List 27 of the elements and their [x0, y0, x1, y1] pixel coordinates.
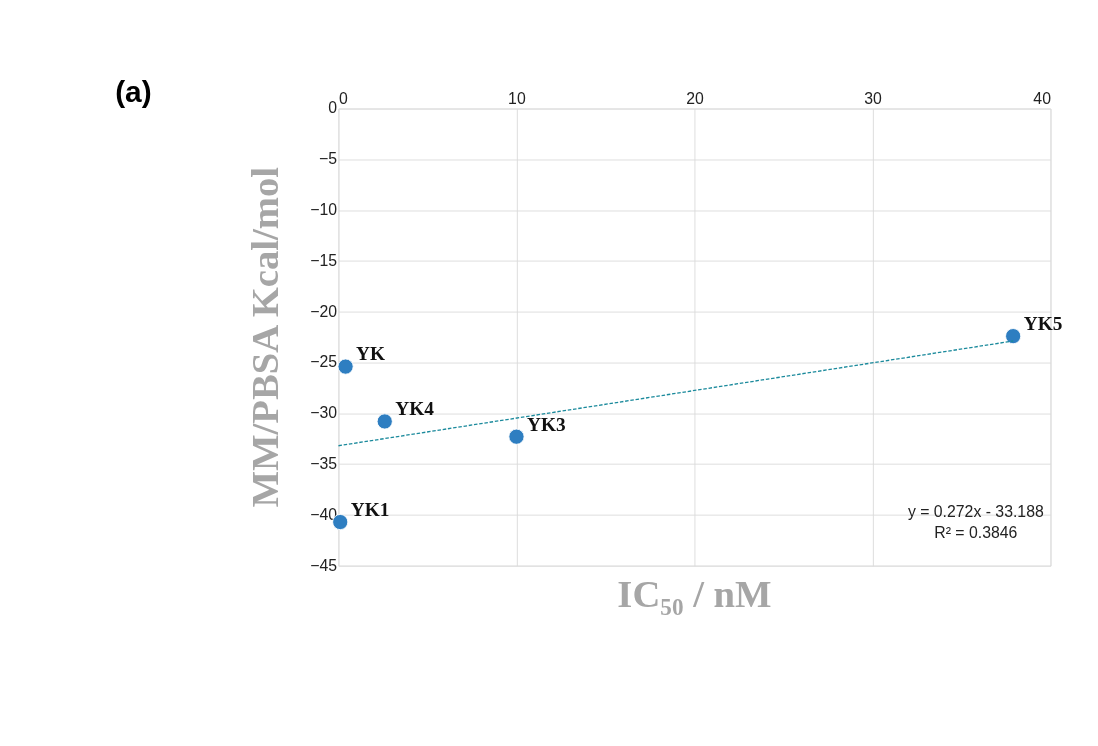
point: [1005, 328, 1022, 345]
y-tick-label: −20: [310, 302, 338, 320]
point: [376, 413, 393, 430]
annotation: YK4: [395, 398, 435, 420]
chart-title: (a): [115, 75, 152, 109]
x-tick-label: 40: [1033, 89, 1052, 107]
y-tick-label: −30: [310, 404, 338, 422]
y-tick-label: −5: [319, 150, 338, 168]
y-axis-title: MM/PBSA Kcal/mol: [243, 166, 286, 508]
y-tick-label: −10: [310, 201, 338, 218]
point: [508, 428, 525, 445]
x-tick-label: 10: [508, 89, 526, 107]
annotation: y = 0.272x - 33.188: [907, 503, 1044, 521]
x-tick-label: 30: [864, 89, 882, 107]
y-tick-label: −25: [310, 353, 338, 371]
annotation: YK1: [350, 498, 390, 520]
x-tick-label: 20: [686, 89, 704, 107]
annotation: R² = 0.3846: [934, 524, 1018, 542]
y-tick-label: −15: [310, 251, 338, 269]
annotation: YK3: [527, 413, 566, 435]
annotation: YK: [356, 343, 386, 365]
y-tick-label: −45: [310, 556, 338, 574]
annotation: YK5: [1023, 312, 1063, 334]
y-tick-label: −40: [310, 505, 338, 523]
point: [337, 358, 354, 375]
y-tick-label: −35: [310, 454, 338, 472]
x-axis-title: IC₅₀ / nM: [617, 573, 772, 616]
